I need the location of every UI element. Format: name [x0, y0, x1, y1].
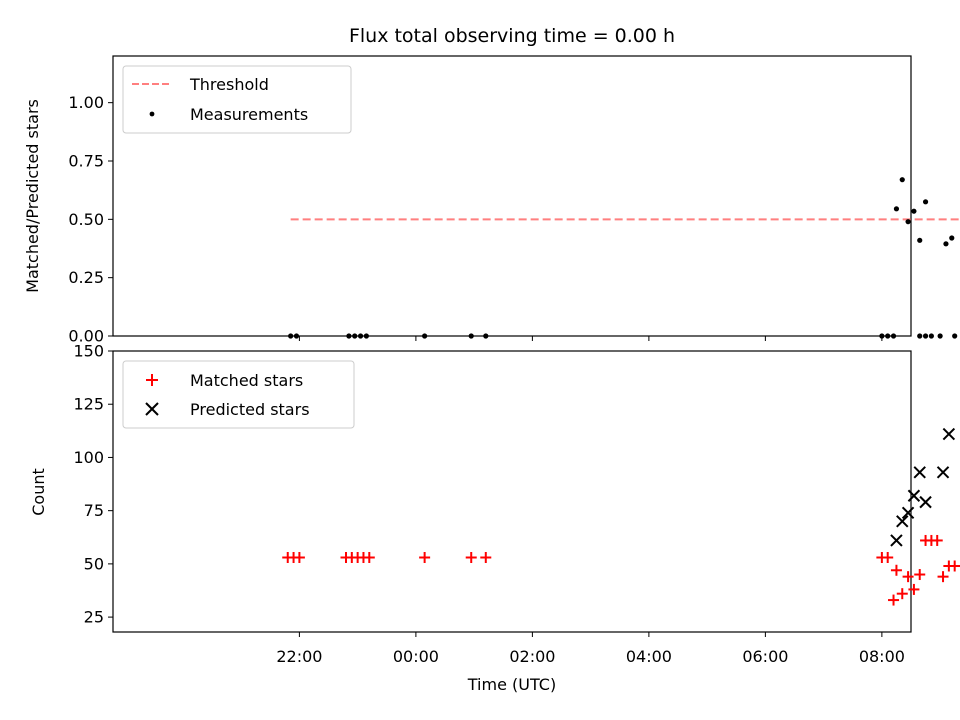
measurement-point: [468, 333, 474, 339]
predicted-star-marker: [907, 489, 921, 502]
matched-star-marker: [419, 551, 431, 563]
predicted-star-marker: [896, 515, 909, 528]
bottom-legend-box: [122, 360, 355, 429]
measurement-point: [352, 333, 358, 339]
measurement-point: [363, 333, 369, 339]
matched-star-marker: [902, 571, 914, 583]
predicted-star-stroke-b: [901, 506, 915, 519]
predicted-star-marker: [919, 495, 932, 509]
predicted-star-marker: [890, 534, 903, 547]
bottom-y-tick-label: 50: [84, 554, 104, 573]
top-y-tick-label: 0.75: [68, 152, 104, 171]
predicted-star-marker: [942, 427, 956, 441]
bottom-panel: 25 50 75 100 125 150 22:00 00:00 02:00 04:00 06:0…: [29, 342, 960, 694]
matched-star-marker: [888, 594, 900, 606]
measurement-point: [422, 333, 428, 339]
matched-star-marker: [908, 583, 920, 595]
legend-measurements-swatch: [149, 111, 155, 117]
legend-measurements-label: Measurements: [190, 105, 308, 124]
predicted-star-marker: [936, 466, 950, 479]
top-y-tick-label: 0.25: [68, 268, 104, 287]
x-tick-label: 06:00: [742, 647, 788, 666]
matched-stars-layer: [282, 534, 960, 606]
predicted-star-marker: [913, 466, 926, 479]
matched-star-marker: [937, 571, 949, 583]
measurement-point: [899, 177, 905, 183]
matched-star-marker: [890, 564, 902, 576]
matched-star-marker: [914, 569, 926, 581]
chart-title: Flux total observing time = 0.00 h: [349, 25, 675, 47]
bottom-y-tick-label: 125: [73, 395, 104, 414]
predicted-star-stroke-b: [919, 495, 932, 509]
measurement-point: [922, 333, 929, 339]
x-tick-label: 04:00: [626, 647, 672, 666]
top-x-ticks: [298, 336, 883, 341]
predicted-star-stroke-b: [942, 427, 956, 441]
matched-star-marker: [465, 551, 477, 563]
measurement-point: [885, 333, 891, 339]
top-y-tick-label: 1.00: [68, 93, 104, 112]
measurement-point: [893, 206, 900, 212]
bottom-y-tick-label: 100: [73, 448, 104, 467]
matched-star-marker: [480, 551, 492, 563]
measurement-point: [483, 333, 489, 339]
matched-star-marker: [363, 551, 375, 563]
top-y-axis-label: Matched/Predicted stars: [23, 99, 42, 293]
bottom-legend: Matched stars Predicted stars: [122, 360, 355, 429]
predicted-stars-layer: [890, 427, 956, 547]
matched-star-marker: [896, 588, 908, 600]
measurement-point: [357, 333, 364, 339]
predicted-star-stroke-b: [913, 466, 926, 479]
predicted-star-stroke-b: [936, 466, 950, 479]
measurement-point: [917, 333, 923, 339]
top-plot-frame: [112, 55, 912, 337]
measurement-point: [911, 208, 917, 214]
predicted-star-stroke-b: [896, 515, 909, 528]
top-legend-box: [122, 65, 352, 134]
bottom-y-tick-label: 150: [73, 342, 104, 361]
measurement-point: [346, 333, 352, 339]
matched-star-marker: [949, 560, 960, 572]
measurement-point: [293, 333, 300, 339]
measurement-point: [905, 219, 911, 225]
bottom-y-axis-label: Count: [29, 468, 48, 516]
legend-predicted-swatch: [145, 402, 159, 416]
top-legend: Threshold Measurements: [122, 65, 352, 134]
legend-matched-label: Matched stars: [190, 371, 303, 390]
legend-matched-swatch: [146, 374, 158, 386]
bottom-y-ticks: 25 50 75 100 125 150: [73, 342, 113, 627]
x-tick-label: 00:00: [393, 647, 439, 666]
measurement-point: [917, 237, 923, 243]
top-y-tick-label: 0.00: [68, 327, 104, 346]
matched-star-marker: [931, 534, 943, 546]
measurement-point: [890, 333, 897, 339]
measurement-point: [949, 235, 955, 241]
top-y-tick-label: 0.50: [68, 210, 104, 229]
legend-threshold-label: Threshold: [189, 75, 269, 94]
measurement-point: [943, 241, 949, 247]
measurement-point: [952, 333, 958, 339]
matched-star-marker: [882, 551, 894, 563]
predicted-star-stroke-b: [890, 534, 903, 547]
measurement-point: [937, 333, 943, 339]
x-tick-label: 22:00: [276, 647, 322, 666]
legend-predicted-label: Predicted stars: [190, 400, 310, 419]
measurement-point: [928, 333, 934, 339]
x-tick-label: 08:00: [859, 647, 905, 666]
x-tick-label: 02:00: [509, 647, 555, 666]
measurement-point: [288, 333, 294, 339]
measurement-point: [922, 199, 929, 205]
measurements-layer: [288, 177, 958, 339]
top-panel: 0.00 0.25 0.50 0.75 1.00 Matched/Predicted s…: [23, 55, 960, 346]
predicted-star-marker: [901, 506, 915, 519]
x-axis-label: Time (UTC): [467, 675, 556, 694]
bottom-y-tick-label: 25: [84, 608, 104, 627]
matched-star-marker: [293, 551, 305, 563]
top-y-ticks: 0.00 0.25 0.50 0.75 1.00: [68, 93, 113, 346]
bottom-y-tick-label: 75: [84, 501, 104, 520]
predicted-star-stroke-b: [907, 489, 921, 502]
